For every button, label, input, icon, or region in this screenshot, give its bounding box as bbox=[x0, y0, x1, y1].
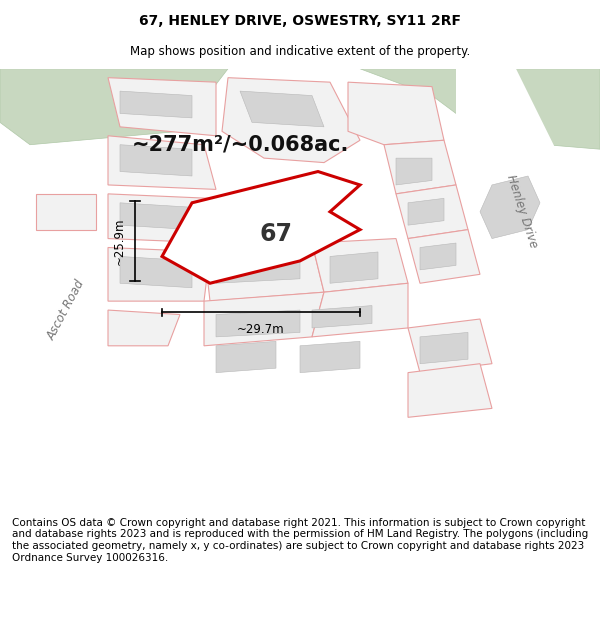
Text: 67: 67 bbox=[260, 222, 293, 246]
Polygon shape bbox=[108, 136, 216, 189]
Text: ~25.9m: ~25.9m bbox=[113, 217, 126, 264]
Polygon shape bbox=[384, 140, 456, 194]
Polygon shape bbox=[312, 306, 372, 328]
Polygon shape bbox=[420, 243, 456, 270]
Polygon shape bbox=[216, 310, 300, 337]
Polygon shape bbox=[120, 256, 192, 288]
Polygon shape bbox=[456, 69, 600, 292]
Text: ~29.7m: ~29.7m bbox=[237, 324, 285, 336]
Polygon shape bbox=[408, 364, 492, 418]
Polygon shape bbox=[120, 145, 192, 176]
Polygon shape bbox=[408, 319, 492, 372]
Polygon shape bbox=[330, 252, 378, 283]
Polygon shape bbox=[312, 239, 408, 292]
Polygon shape bbox=[120, 91, 192, 118]
Polygon shape bbox=[204, 292, 324, 346]
Polygon shape bbox=[108, 78, 216, 136]
Polygon shape bbox=[216, 341, 276, 372]
Polygon shape bbox=[0, 69, 228, 145]
Polygon shape bbox=[480, 176, 540, 239]
Text: Map shows position and indicative extent of the property.: Map shows position and indicative extent… bbox=[130, 44, 470, 58]
Polygon shape bbox=[348, 82, 444, 145]
Polygon shape bbox=[396, 185, 468, 239]
Polygon shape bbox=[108, 194, 216, 243]
Text: ~277m²/~0.068ac.: ~277m²/~0.068ac. bbox=[131, 135, 349, 155]
Polygon shape bbox=[162, 171, 360, 283]
Polygon shape bbox=[36, 194, 96, 229]
Polygon shape bbox=[0, 239, 120, 381]
Polygon shape bbox=[312, 283, 408, 337]
Text: Henley Drive: Henley Drive bbox=[504, 174, 540, 250]
Polygon shape bbox=[108, 248, 210, 301]
Polygon shape bbox=[204, 243, 324, 301]
Polygon shape bbox=[360, 69, 600, 149]
Polygon shape bbox=[420, 332, 468, 364]
Polygon shape bbox=[408, 229, 480, 283]
Text: Contains OS data © Crown copyright and database right 2021. This information is : Contains OS data © Crown copyright and d… bbox=[12, 518, 588, 562]
Polygon shape bbox=[300, 341, 360, 372]
Polygon shape bbox=[240, 91, 324, 127]
Polygon shape bbox=[108, 310, 180, 346]
Polygon shape bbox=[216, 256, 300, 283]
Polygon shape bbox=[120, 202, 192, 229]
Polygon shape bbox=[222, 78, 360, 162]
Text: Ascot Road: Ascot Road bbox=[44, 278, 88, 342]
Text: 67, HENLEY DRIVE, OSWESTRY, SY11 2RF: 67, HENLEY DRIVE, OSWESTRY, SY11 2RF bbox=[139, 14, 461, 28]
Polygon shape bbox=[408, 198, 444, 225]
Polygon shape bbox=[396, 158, 432, 185]
